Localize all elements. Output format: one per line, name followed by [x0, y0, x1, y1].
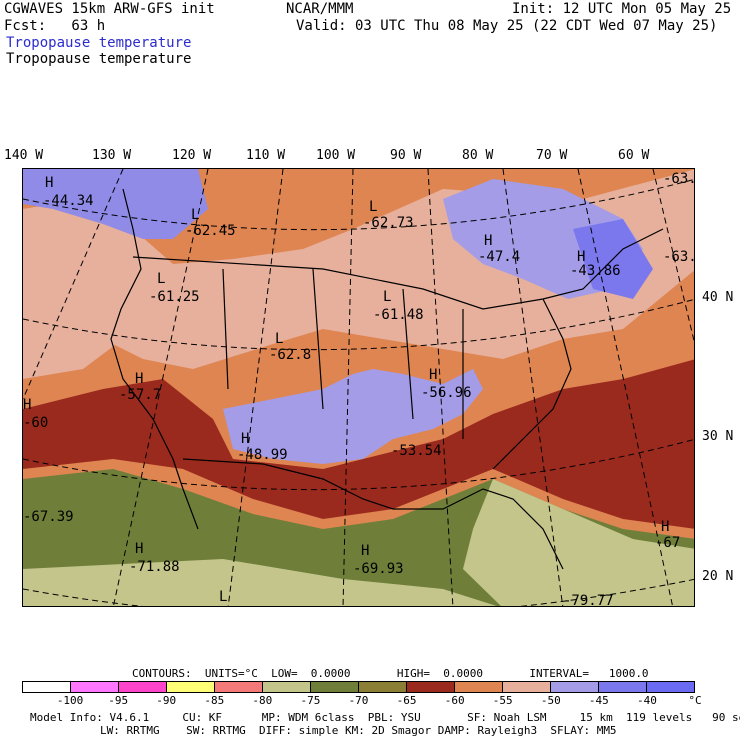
center-value: -47.4 [478, 249, 521, 265]
pressure-center-letter: H [429, 367, 438, 383]
field-band-darkred [23, 359, 694, 529]
pressure-center-letter: L [191, 207, 200, 223]
lon-label: 100 W [316, 148, 356, 163]
lat-label: 30 N [702, 429, 734, 444]
colorbar-label: -85 [204, 694, 225, 707]
pressure-center-letter: L [275, 331, 284, 347]
center-value: -61.25 [149, 289, 200, 305]
pressure-center-letter: H [361, 543, 370, 559]
lon-label: 90 W [390, 148, 422, 163]
pressure-center-letter: H [135, 371, 144, 387]
lat-label: 40 N [702, 290, 734, 305]
center-value: -60 [23, 415, 49, 431]
colorbar-label: -70 [348, 694, 369, 707]
colorbar-label: -50 [540, 694, 561, 707]
colorbar-swatch [311, 682, 359, 692]
center-value: -63. [663, 249, 695, 265]
lon-label: 60 W [618, 148, 650, 163]
pressure-center-letter: H [484, 233, 493, 249]
colorbar-swatch [23, 682, 71, 692]
center-value: -67 [655, 535, 681, 551]
graticule [23, 169, 694, 606]
colorbar-label: -60 [444, 694, 465, 707]
pressure-center-letter: H [661, 519, 670, 535]
colorbar-swatch [407, 682, 455, 692]
valid-time: Valid: 03 UTC Thu 08 May 25 (22 CDT Wed … [296, 18, 718, 34]
field-title-shaded: Tropopause temperature [6, 35, 192, 51]
center-value: -67.39 [23, 509, 74, 525]
center-value: -71.88 [129, 559, 180, 575]
colorbar-swatch [503, 682, 551, 692]
center-value: -53.54 [391, 443, 442, 459]
colorbar-label: -65 [396, 694, 417, 707]
coastlines [110, 188, 664, 570]
field-band-lightolive [23, 559, 497, 606]
colorbar-swatch [599, 682, 647, 692]
field-band-tan [23, 219, 153, 379]
colorbar-swatch [167, 682, 215, 692]
pressure-center-letter: H [23, 397, 32, 413]
lon-label: 120 W [172, 148, 212, 163]
center-value: -43.86 [570, 263, 621, 279]
colorbar-swatch [71, 682, 119, 692]
colorbar-swatch [551, 682, 599, 692]
pressure-center-letter: H [241, 431, 250, 447]
model-title: CGWAVES 15km ARW-GFS init [4, 1, 215, 17]
pressure-center-letter: L [157, 271, 166, 287]
temperature-map: H -44.34 L -62.45 L -62.73 H -47.4 H -43… [22, 168, 695, 607]
center-value: -62.8 [269, 347, 312, 363]
lon-label: 80 W [462, 148, 494, 163]
pressure-center-letter: H [135, 541, 144, 557]
field-band-lightolive [463, 479, 694, 606]
colorbar-label: -100 [56, 694, 84, 707]
colorbar-label: -40 [636, 694, 657, 707]
init-time: Init: 12 UTC Mon 05 May 25 [512, 1, 732, 17]
forecast-hour: Fcst: 63 h [4, 18, 106, 34]
lon-label: 140 W [4, 148, 44, 163]
model-info-line2: LW: RRTMG SW: RRTMG DIFF: simple KM: 2D … [100, 724, 617, 737]
colorbar-label: -95 [108, 694, 129, 707]
colorbar-label: -45 [588, 694, 609, 707]
center-value: -63. [663, 171, 695, 187]
center-value: -61.48 [373, 307, 424, 323]
colorbar-swatch [647, 682, 694, 692]
colorbar-swatch [359, 682, 407, 692]
center-value: -62.45 [185, 223, 236, 239]
center-value: -62.73 [363, 215, 414, 231]
map-field-svg [23, 169, 694, 606]
colorbar-label: -90 [156, 694, 177, 707]
field-title-contour: Tropopause temperature [6, 51, 192, 67]
colorbar-label: -75 [300, 694, 321, 707]
lon-label: 70 W [536, 148, 568, 163]
center-value: -57.7 [119, 387, 162, 403]
colorbar [22, 681, 695, 693]
model-info-line1: Model Info: V4.6.1 CU: KF MP: WDM 6class… [30, 711, 740, 724]
colorbar-swatch [263, 682, 311, 692]
colorbar-label: -55 [492, 694, 513, 707]
lat-label: 20 N [702, 569, 734, 584]
center-value: -44.34 [43, 193, 94, 209]
colorbar-swatch [455, 682, 503, 692]
center-value: -56.96 [421, 385, 472, 401]
colorbar-label: -80 [252, 694, 273, 707]
org-label: NCAR/MMM [286, 1, 354, 17]
contour-info: CONTOURS: UNITS=°C LOW= 0.0000 HIGH= 0.0… [132, 667, 649, 680]
pressure-center-letter: H [45, 175, 54, 191]
pressure-center-letter: L [383, 289, 392, 305]
center-value: -48.99 [237, 447, 288, 463]
center-value: -69.93 [353, 561, 404, 577]
pressure-center-letter: L [219, 589, 228, 605]
pressure-center-letter: L [369, 199, 378, 215]
pressure-center-letter: H [577, 249, 586, 265]
center-value: -79.77 [563, 593, 614, 607]
colorbar-swatch [119, 682, 167, 692]
lon-label: 130 W [92, 148, 132, 163]
colorbar-swatch [215, 682, 263, 692]
lon-label: 110 W [246, 148, 286, 163]
field-band-purple [223, 369, 483, 464]
colorbar-label: °C [688, 694, 702, 707]
